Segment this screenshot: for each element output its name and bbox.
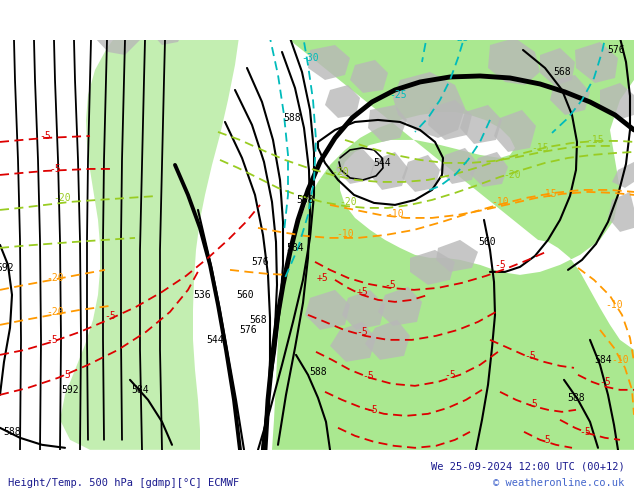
Text: 588: 588 [567,393,585,403]
Text: -25: -25 [586,25,604,35]
Text: 544: 544 [206,335,224,345]
Text: -5: -5 [579,427,591,437]
Polygon shape [428,100,472,140]
Polygon shape [612,162,634,188]
Polygon shape [150,10,185,45]
Text: -20: -20 [46,273,64,283]
Text: 544: 544 [373,158,391,168]
Text: -5: -5 [524,351,536,361]
Polygon shape [305,290,350,330]
Text: 576: 576 [239,325,257,335]
Text: -30: -30 [301,53,319,63]
Text: -5: -5 [599,377,611,387]
Polygon shape [368,105,407,142]
Text: 588: 588 [309,367,327,377]
Polygon shape [436,240,478,272]
Polygon shape [460,105,502,144]
Polygon shape [402,155,440,192]
Text: -5: -5 [494,260,506,270]
Polygon shape [60,0,240,450]
Text: 568: 568 [553,67,571,77]
Text: 536: 536 [193,290,211,300]
Text: 576: 576 [607,45,625,55]
Text: 560: 560 [478,237,496,247]
Text: -15: -15 [539,189,557,199]
Polygon shape [470,152,508,187]
Text: -10: -10 [491,197,509,207]
Polygon shape [378,287,422,326]
Text: -5: -5 [104,311,116,321]
Text: -5: -5 [366,405,378,415]
Text: -5: -5 [356,327,368,337]
Text: -25: -25 [451,33,469,43]
Text: -10: -10 [386,209,404,219]
Text: Height/Temp. 500 hPa [gdmp][°C] ECMWF: Height/Temp. 500 hPa [gdmp][°C] ECMWF [8,478,239,488]
Polygon shape [550,75,590,115]
Text: -20: -20 [339,197,357,207]
Text: 588: 588 [3,427,21,437]
Polygon shape [336,148,375,184]
Polygon shape [350,60,388,93]
Polygon shape [608,192,634,232]
Text: 584: 584 [286,243,304,253]
Text: -20: -20 [503,170,521,180]
Text: 576: 576 [251,257,269,267]
Text: -5: -5 [444,370,456,380]
Text: -5: -5 [539,435,551,445]
Text: -5: -5 [59,370,71,380]
Text: 592: 592 [0,263,14,273]
Text: -5: -5 [49,164,61,174]
Text: 588: 588 [296,195,314,205]
Text: -25: -25 [389,90,407,100]
Polygon shape [92,5,145,55]
Polygon shape [365,320,410,360]
Polygon shape [370,152,408,190]
Text: 592: 592 [61,385,79,395]
Polygon shape [393,72,465,138]
Polygon shape [540,48,575,86]
Text: We 25-09-2024 12:00 UTC (00+12): We 25-09-2024 12:00 UTC (00+12) [430,462,624,471]
Text: -10: -10 [336,229,354,239]
Polygon shape [488,38,540,85]
Text: -20: -20 [46,307,64,317]
Text: -5: -5 [39,131,51,141]
Text: 584: 584 [594,355,612,365]
Text: 568: 568 [249,315,267,325]
Polygon shape [325,85,360,118]
Text: +5: +5 [316,273,328,283]
Text: -15: -15 [586,135,604,145]
Text: +5: +5 [356,287,368,297]
Text: 588: 588 [283,113,301,123]
Polygon shape [410,250,455,285]
Text: -20: -20 [53,193,71,203]
Text: © weatheronline.co.uk: © weatheronline.co.uk [493,478,624,488]
Polygon shape [494,110,536,152]
Polygon shape [600,83,634,120]
Text: -5: -5 [46,335,58,345]
Text: -5: -5 [384,280,396,290]
Text: -15: -15 [531,143,549,153]
Polygon shape [308,45,350,80]
Polygon shape [240,0,634,450]
Polygon shape [575,42,618,83]
Polygon shape [330,322,376,362]
Text: -5: -5 [526,399,538,409]
Text: -5: -5 [362,371,374,381]
Text: -10: -10 [605,300,623,310]
Polygon shape [440,148,477,184]
Text: 584: 584 [131,385,149,395]
Text: -20: -20 [331,167,349,177]
Polygon shape [342,290,385,330]
Text: 560: 560 [236,290,254,300]
Text: -10: -10 [611,355,629,365]
